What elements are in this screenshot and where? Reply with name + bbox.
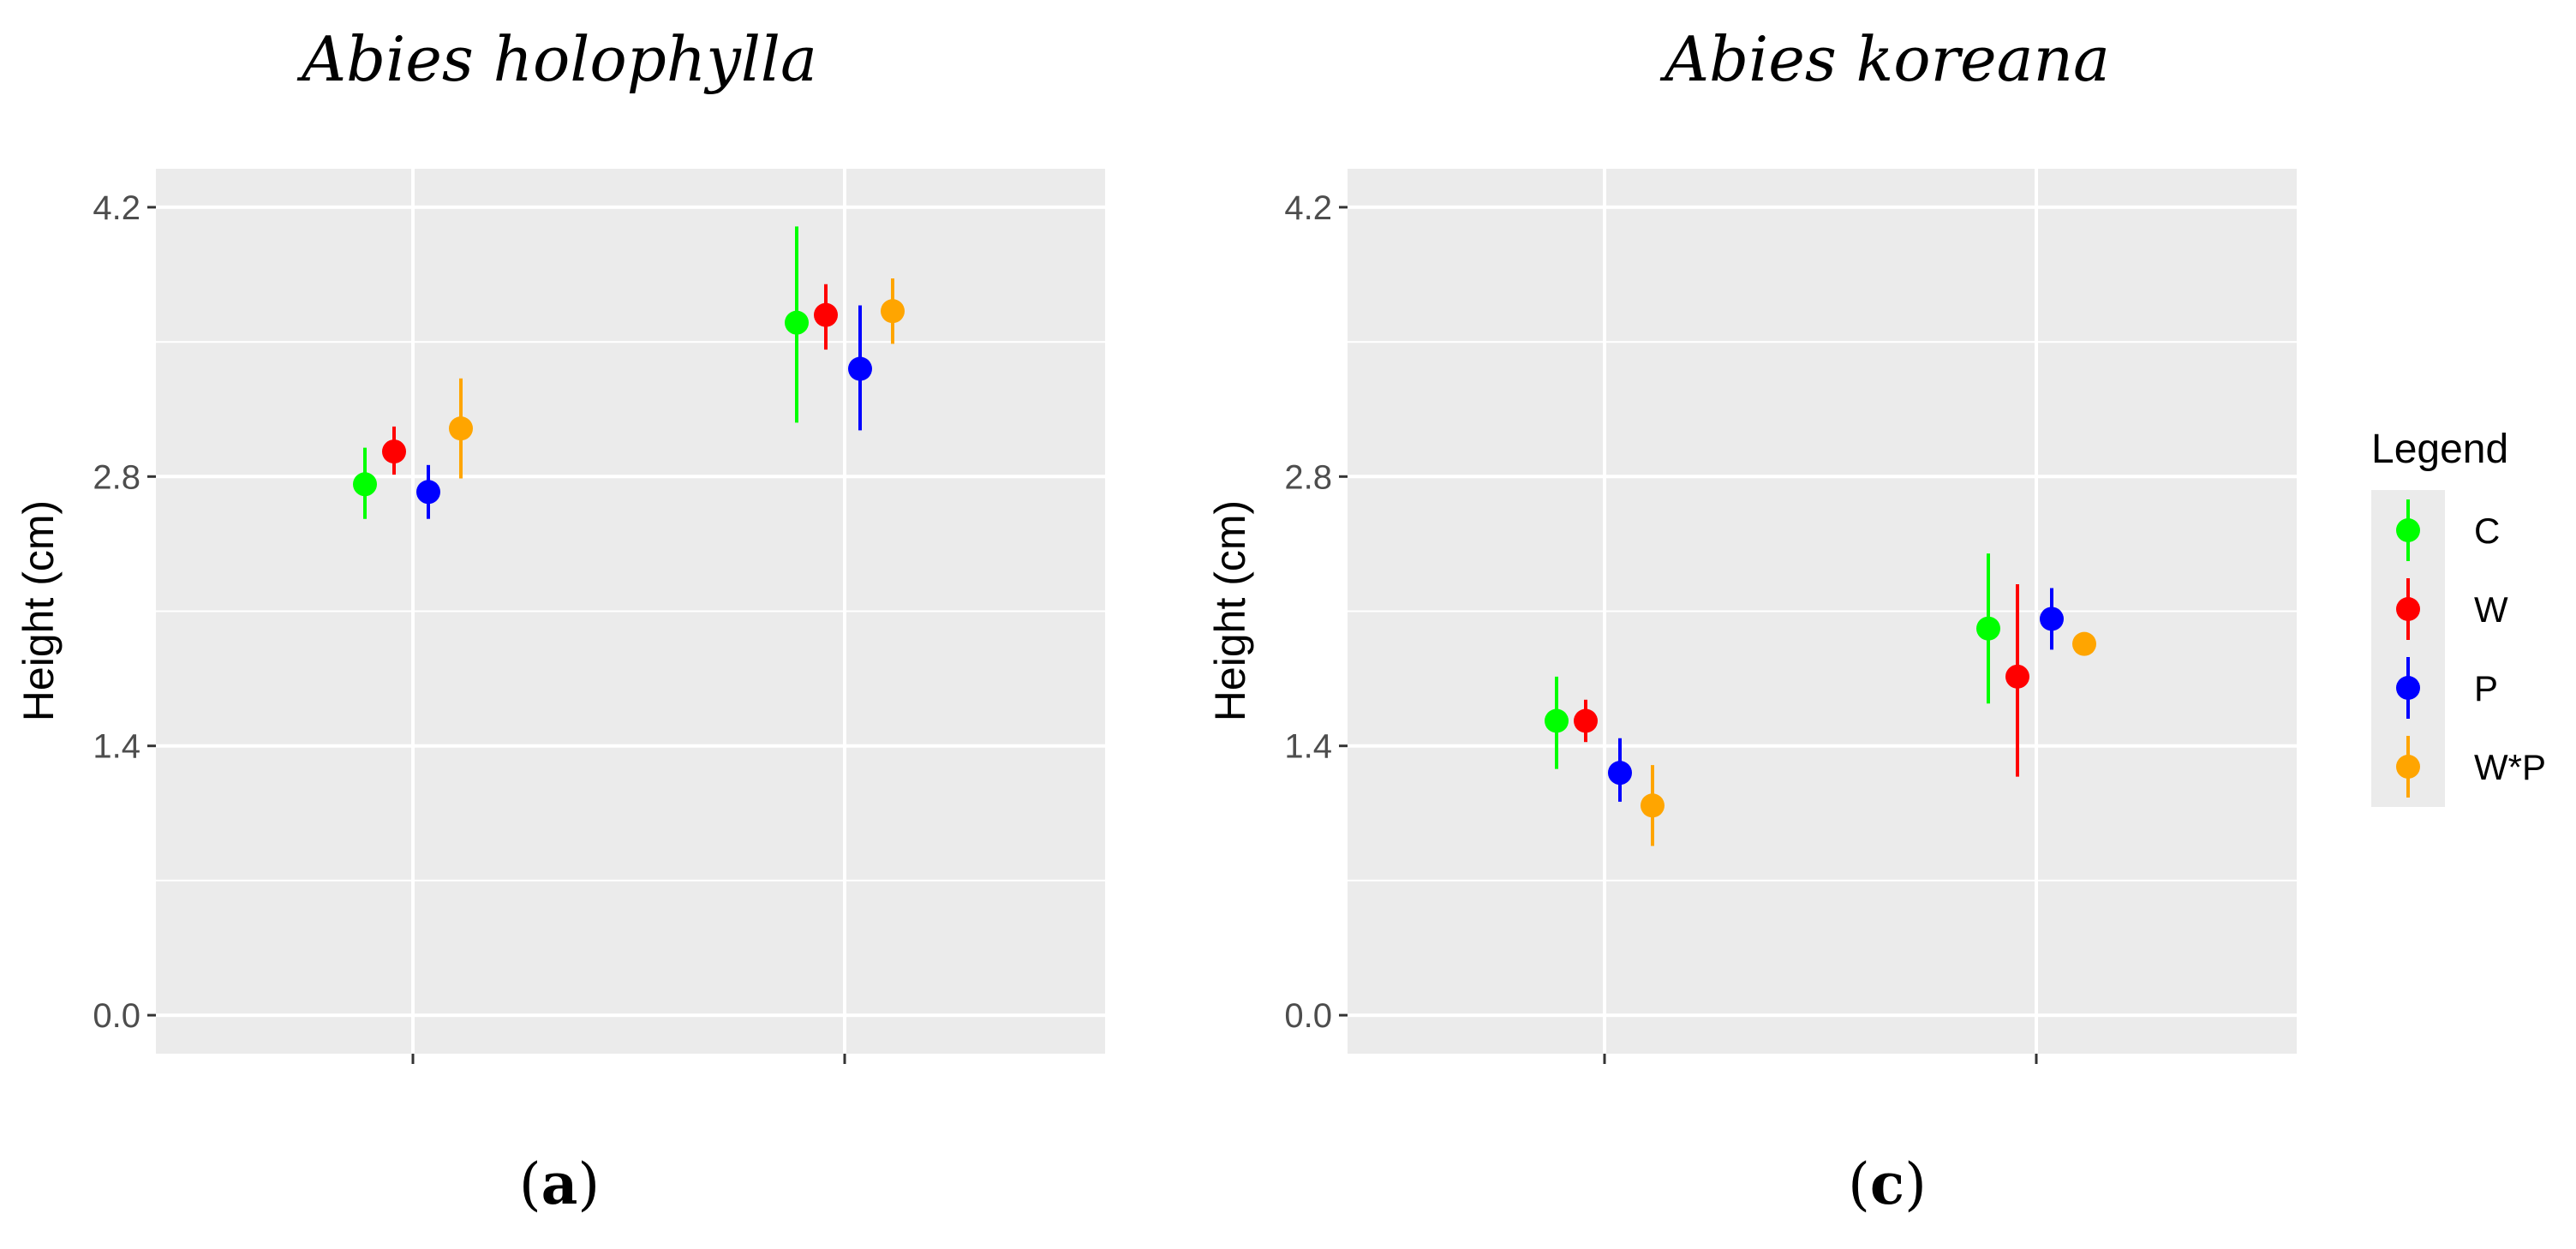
panel-a-caption: (a): [519, 1150, 600, 1217]
panel-c-point-P: [2040, 607, 2064, 631]
panel-a-point-W: [814, 302, 838, 327]
panel-a-y-tick-label: 0.0: [93, 997, 140, 1035]
panel-c-point-W: [1574, 708, 1598, 733]
legend-items: CWP W*P: [2396, 499, 2546, 798]
panel-c-data-marks: [1545, 553, 2096, 846]
panel-c-point-P: [1608, 761, 1632, 786]
panel-c-x-axis: [1603, 1054, 2038, 1064]
panel-c-point-W*P: [2072, 631, 2096, 656]
panel-a-y-tick-label: 2.8: [93, 458, 140, 496]
panel-c: Abies koreana 0.0 1.4 2.8 4.2 Height (cm) (…: [1206, 23, 2297, 1217]
panel-c-title: Abies koreana: [1659, 23, 2110, 95]
panel-a-data-marks: [353, 226, 905, 519]
panel-c-point-W: [2005, 664, 2029, 689]
panel-c-y-tick-label: 0.0: [1284, 997, 1332, 1035]
panel-c-gridlines: [1348, 169, 2297, 1054]
panel-c-point-W*P: [1641, 793, 1665, 818]
legend-label-W: W: [2474, 589, 2508, 630]
panel-a-point-W*P: [881, 299, 905, 324]
panel-a-y-axis-title: Height (cm): [15, 500, 63, 721]
panel-c-y-tick-label: 2.8: [1284, 458, 1332, 496]
legend-key-point-W*P: [2396, 755, 2420, 779]
legend-key-point-P: [2396, 676, 2420, 700]
panel-a-y-axis: 0.0 1.4 2.8 4.2: [93, 189, 156, 1035]
panel-a-point-W: [382, 439, 406, 464]
panel-c-caption: (c): [1848, 1150, 1927, 1217]
panel-c-y-axis: 0.0 1.4 2.8 4.2: [1284, 189, 1348, 1035]
legend-key-point-W: [2396, 597, 2420, 621]
panel-a-point-C: [353, 472, 377, 497]
panel-a: Abies holophylla 0.0 1.4 2.8 4.2 Height (cm…: [15, 23, 1105, 1217]
panel-a-gridlines: [156, 169, 1105, 1054]
legend-title: Legend: [2371, 427, 2508, 472]
legend-key-point-C: [2396, 518, 2420, 542]
panel-c-y-axis-title: Height (cm): [1206, 500, 1254, 721]
legend: Legend CWP W*P: [2371, 427, 2546, 807]
panel-a-point-P: [848, 356, 872, 381]
panel-a-y-tick-label: 4.2: [93, 189, 140, 227]
legend-label-P: P: [2474, 668, 2498, 708]
panel-a-point-C: [785, 310, 809, 335]
panel-a-x-axis: [411, 1054, 846, 1064]
panel-a-y-tick-label: 1.4: [93, 728, 140, 766]
panel-a-point-P: [416, 480, 440, 505]
panel-c-point-C: [1545, 708, 1569, 733]
panel-a-title: Abies holophylla: [296, 23, 817, 95]
legend-label-C: C: [2474, 511, 2500, 551]
panel-c-point-C: [1976, 616, 2000, 641]
panel-c-y-tick-label: 4.2: [1284, 189, 1332, 227]
legend-label-W*P: W*P: [2474, 747, 2546, 787]
panel-a-point-W*P: [449, 416, 473, 441]
panel-c-y-tick-label: 1.4: [1284, 728, 1332, 766]
